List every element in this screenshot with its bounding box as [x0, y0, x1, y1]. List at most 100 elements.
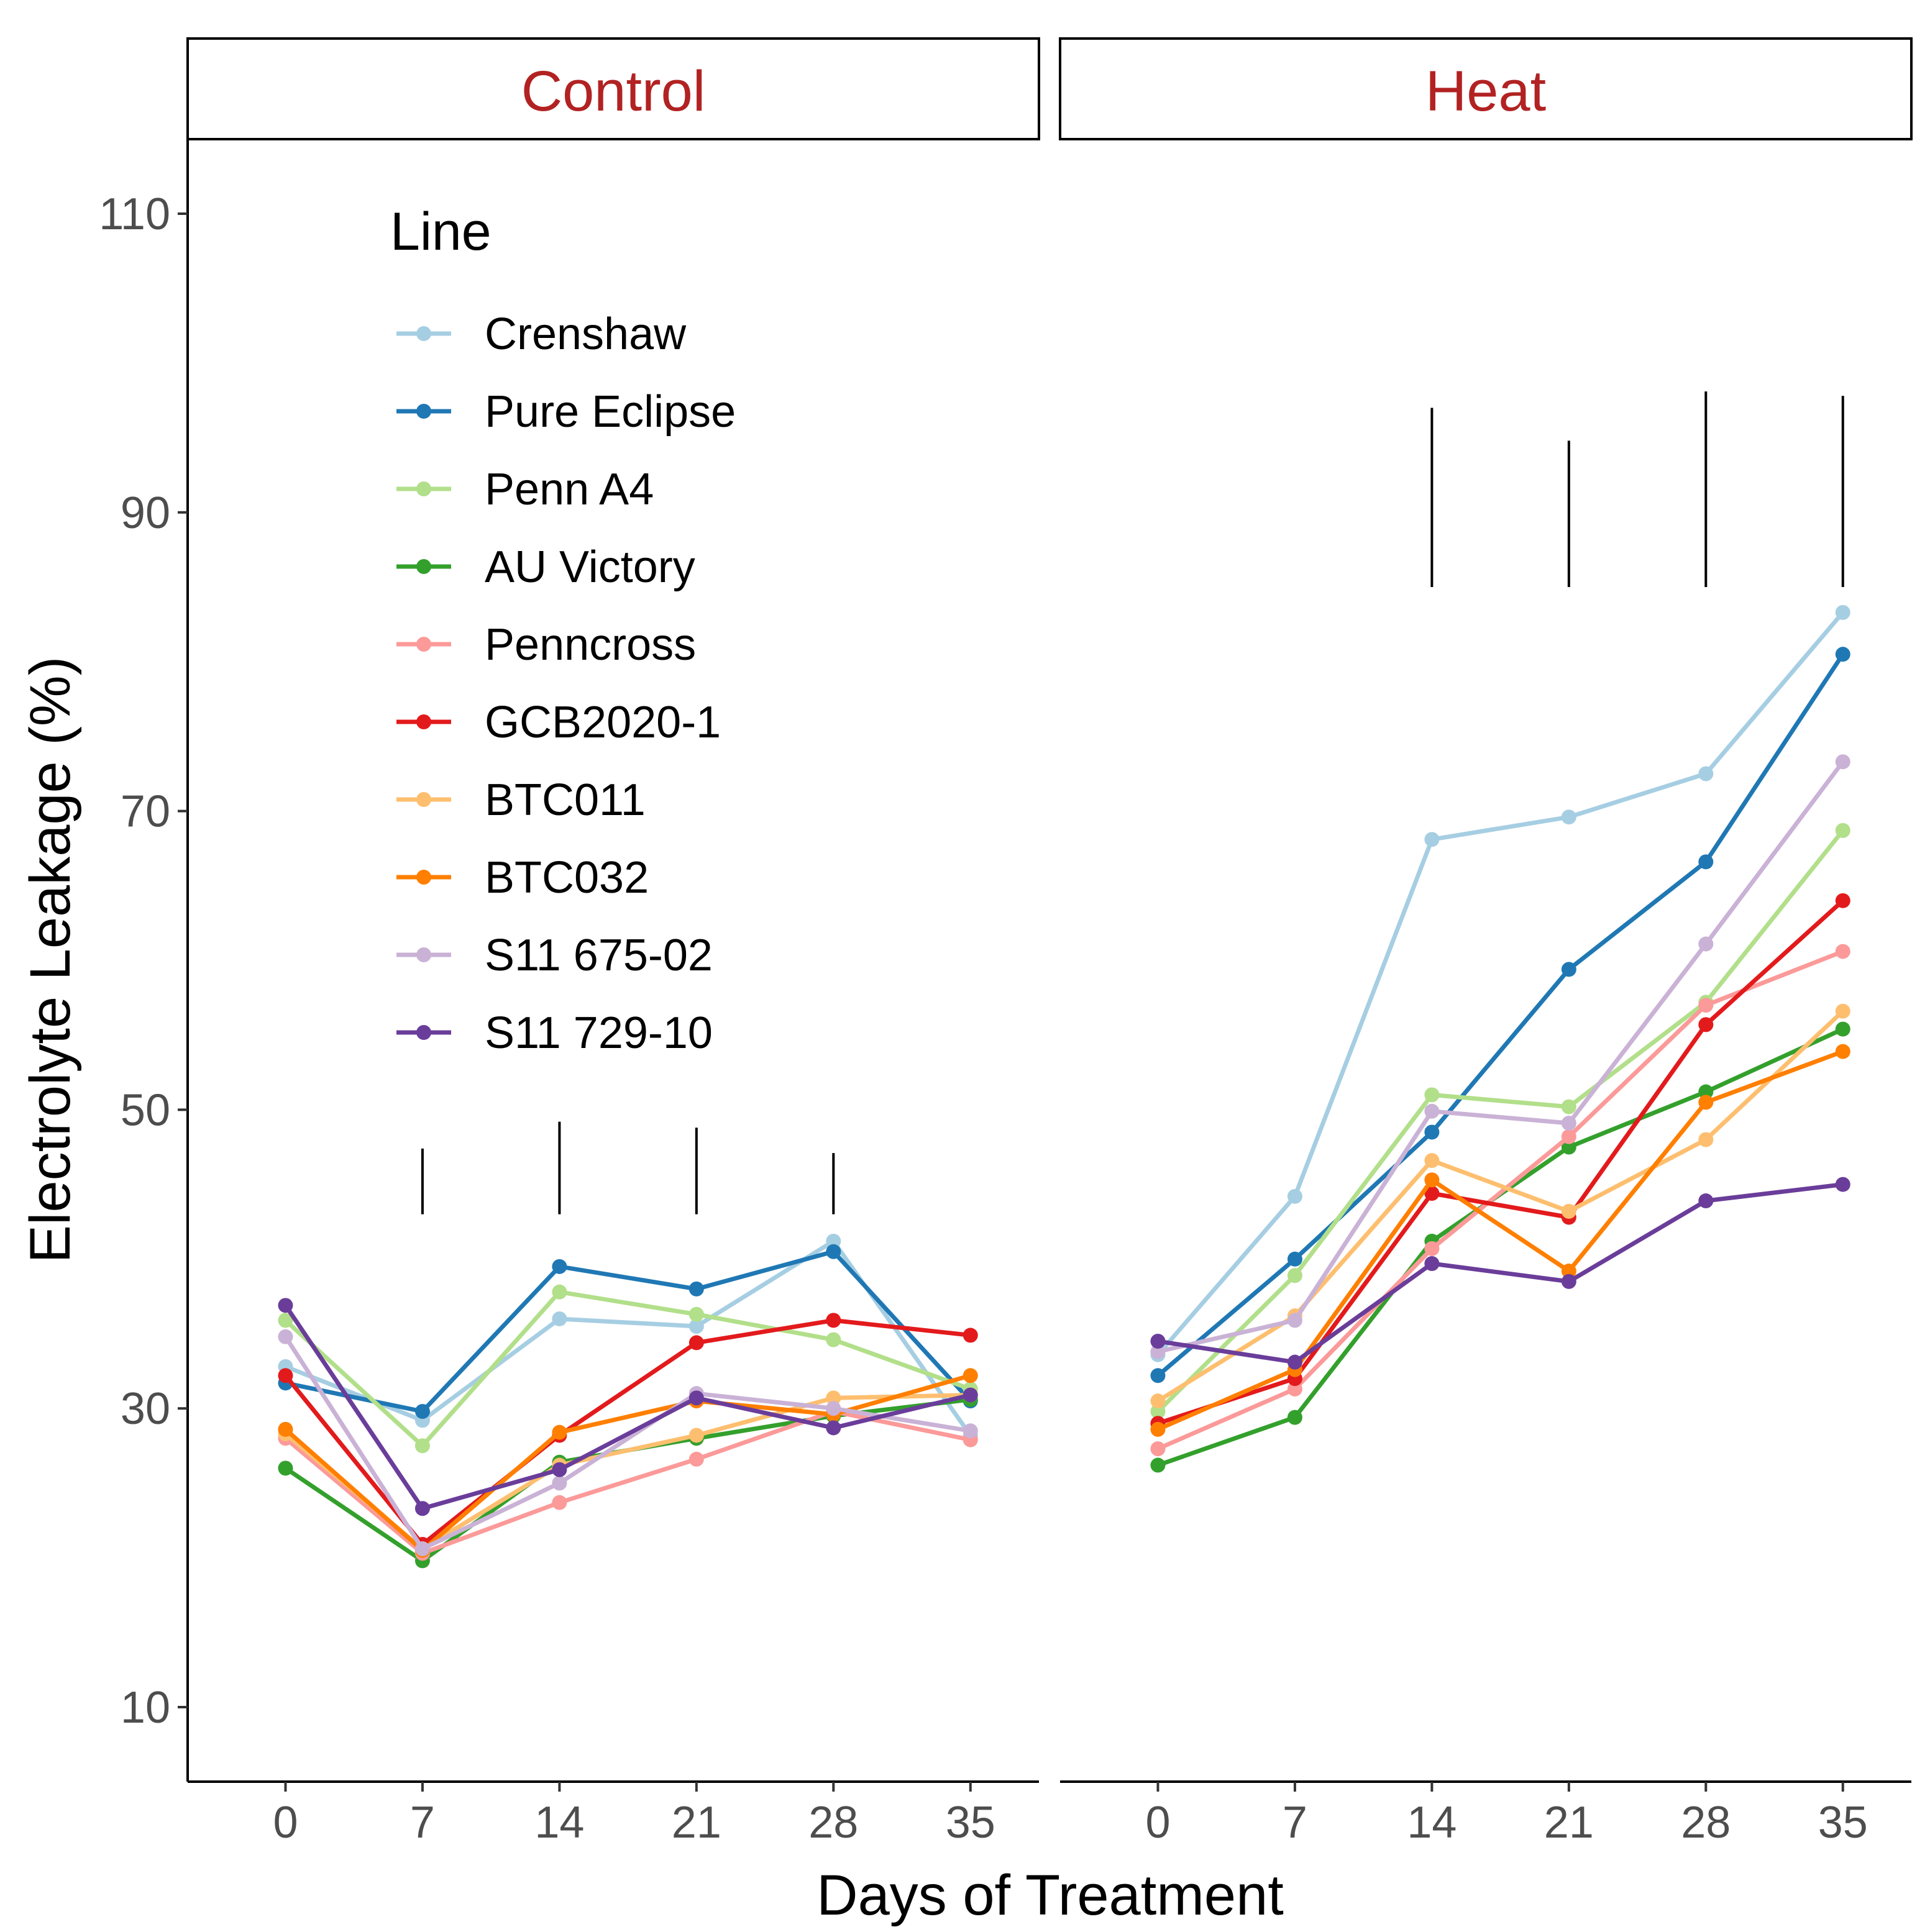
x-tick-label: 35 — [1818, 1798, 1868, 1848]
y-tick-label: 90 — [121, 488, 170, 538]
data-point-crenshaw — [688, 1318, 704, 1334]
data-point-btc032 — [1835, 1044, 1850, 1059]
data-point-crenshaw — [552, 1311, 567, 1326]
data-point-s11-675-02 — [278, 1329, 293, 1344]
legend-items: Crenshaw Pure Eclipse Penn A4 AU Victory Pen… — [396, 309, 736, 1058]
data-point-s11-729-10 — [552, 1462, 567, 1477]
y-tick-label: 50 — [121, 1085, 170, 1135]
data-point-s11-729-10 — [1835, 1177, 1850, 1192]
legend-label-gcb2020-1: GCB2020-1 — [485, 698, 721, 747]
data-point-s11-729-10 — [688, 1390, 704, 1406]
data-point-au-victory — [1150, 1457, 1166, 1473]
legend-label-btc011: BTC011 — [485, 775, 646, 825]
data-point-s11-675-02 — [1287, 1313, 1302, 1328]
data-point-btc032 — [1698, 1095, 1714, 1110]
data-point-s11-729-10 — [826, 1420, 841, 1436]
data-point-penncross — [1287, 1381, 1302, 1397]
significance-bars — [421, 391, 1844, 1214]
x-tick-label: 0 — [273, 1798, 298, 1848]
x-tick-label: 35 — [946, 1798, 995, 1848]
data-point-penn-a4 — [278, 1313, 293, 1328]
data-point-s11-729-10 — [278, 1298, 293, 1313]
series-line-penn-a4-control — [283, 1290, 973, 1448]
data-point-s11-729-10 — [1698, 1193, 1714, 1209]
series-line-s11-729-10-heat — [1156, 1182, 1845, 1365]
x-tick-label: 21 — [1544, 1798, 1594, 1848]
data-point-penn-a4 — [552, 1284, 567, 1300]
data-point-s11-729-10 — [414, 1501, 430, 1516]
data-point-pure-eclipse — [1698, 854, 1714, 870]
x-tick-label: 7 — [1283, 1798, 1307, 1848]
series-line-au-victory-heat — [1156, 1027, 1845, 1468]
data-point-gcb2020-1 — [278, 1368, 293, 1383]
data-point-penncross — [688, 1451, 704, 1467]
legend-key-point-crenshaw — [416, 326, 431, 341]
data-point-pure-eclipse — [1424, 1124, 1440, 1140]
series-line-pure-eclipse-heat — [1156, 652, 1845, 1378]
data-point-penncross — [1698, 998, 1714, 1013]
facet-strip-control: Control — [186, 37, 1040, 140]
series-line-penncross-heat — [1156, 949, 1845, 1451]
data-point-s11-729-10 — [1424, 1256, 1440, 1272]
data-point-penn-a4 — [688, 1306, 704, 1322]
series-line-gcb2020-1-heat — [1156, 898, 1845, 1426]
x-tick-label: 7 — [410, 1798, 435, 1848]
data-point-penn-a4 — [826, 1332, 841, 1347]
series-line-pure-eclipse-control — [283, 1249, 973, 1414]
legend: Line Crenshaw Pure Eclipse Penn A4 AU Victo… — [390, 202, 736, 1058]
data-point-crenshaw — [1698, 766, 1714, 781]
data-point-crenshaw — [1287, 1188, 1302, 1204]
data-point-pure-eclipse — [1835, 647, 1850, 662]
data-point-penn-a4 — [1424, 1087, 1440, 1103]
data-point-s11-675-02 — [552, 1475, 567, 1491]
legend-label-au-victory: AU Victory — [485, 542, 695, 592]
legend-key-point-penn-a4 — [416, 481, 431, 496]
y-tick-label: 110 — [99, 189, 170, 239]
legend-label-s11-675-02: S11 675-02 — [485, 931, 713, 980]
series-layer — [278, 604, 1850, 1569]
data-point-penn-a4 — [1835, 822, 1850, 838]
data-point-gcb2020-1 — [1835, 893, 1850, 908]
data-point-au-victory — [1561, 1139, 1576, 1155]
legend-label-penncross: Penncross — [485, 620, 696, 670]
data-point-btc011 — [1698, 1132, 1714, 1147]
x-tick-label: 14 — [1407, 1798, 1457, 1848]
data-point-s11-675-02 — [1150, 1344, 1166, 1359]
data-point-pure-eclipse — [688, 1281, 704, 1296]
data-point-s11-729-10 — [1150, 1334, 1166, 1349]
data-point-penncross — [1835, 944, 1850, 959]
data-point-btc011 — [1561, 1203, 1576, 1219]
x-tick-label: 14 — [534, 1798, 584, 1848]
legend-label-penn-a4: Penn A4 — [485, 465, 654, 514]
series-line-s11-675-02-control — [283, 1334, 973, 1551]
x-tick-label: 28 — [808, 1798, 858, 1848]
series-line-btc011-heat — [1156, 1009, 1845, 1403]
series-line-crenshaw-heat — [1156, 610, 1845, 1357]
data-point-pure-eclipse — [1561, 962, 1576, 977]
legend-key-point-penncross — [416, 637, 431, 652]
legend-label-btc032: BTC032 — [485, 853, 649, 903]
data-point-au-victory — [1287, 1410, 1302, 1425]
data-point-penncross — [552, 1495, 567, 1510]
x-tick-label: 21 — [672, 1798, 721, 1848]
data-point-btc011 — [1835, 1003, 1850, 1019]
data-point-penn-a4 — [1287, 1268, 1302, 1283]
data-point-btc011 — [1150, 1393, 1166, 1409]
data-point-pure-eclipse — [826, 1244, 841, 1259]
y-tick-label: 10 — [121, 1683, 170, 1733]
x-axis-ticks: 0 7 14 21 28 35 0 7 14 21 28 35 — [273, 1782, 1868, 1848]
data-point-crenshaw — [826, 1233, 841, 1249]
data-point-s11-675-02 — [1698, 936, 1714, 952]
y-axis-title: Electrolyte Leakage (%) — [19, 657, 82, 1264]
data-point-s11-675-02 — [826, 1401, 841, 1416]
data-point-penn-a4 — [414, 1438, 430, 1454]
x-tick-label: 0 — [1145, 1798, 1170, 1848]
data-point-au-victory — [1698, 1084, 1714, 1100]
data-point-pure-eclipse — [1287, 1251, 1302, 1267]
series-line-btc032-control — [283, 1373, 973, 1553]
data-point-s11-675-02 — [1424, 1103, 1440, 1119]
data-point-btc011 — [1424, 1153, 1440, 1169]
facet-strip-heat: Heat — [1059, 37, 1913, 140]
data-point-gcb2020-1 — [688, 1335, 704, 1351]
